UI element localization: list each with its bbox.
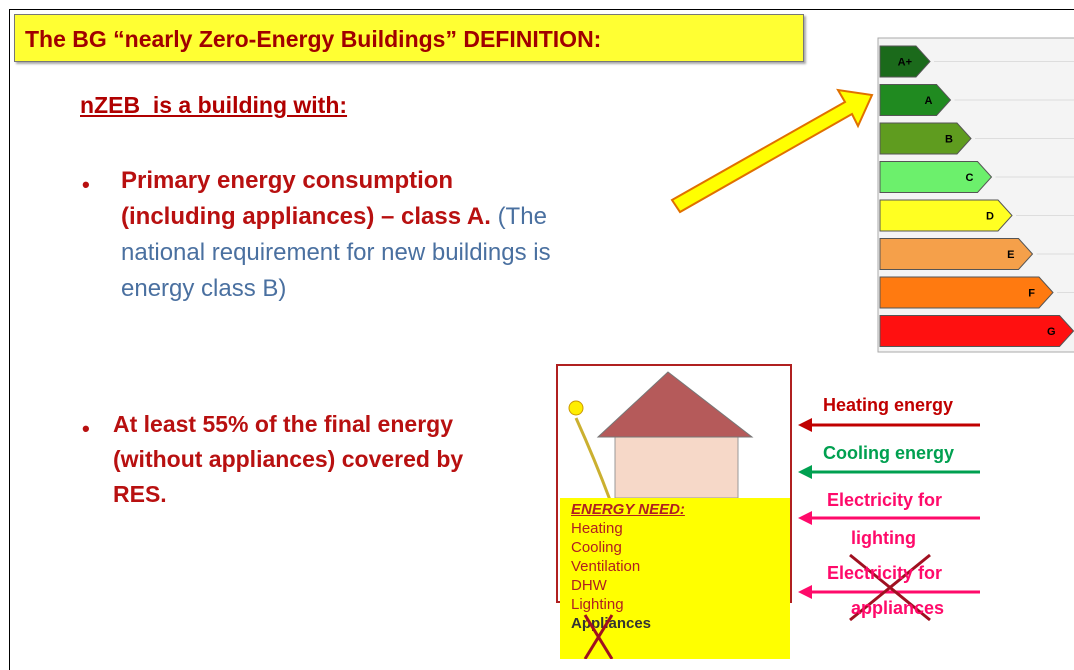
need-item: Appliances xyxy=(571,615,652,632)
class-label: A xyxy=(925,95,933,107)
need-item: Ventilation xyxy=(571,558,641,575)
class-label: G xyxy=(1047,326,1056,338)
class-bar xyxy=(879,199,1013,232)
need-item: Heating xyxy=(571,520,623,537)
class-label: F xyxy=(1028,288,1035,300)
class-label: D xyxy=(986,211,994,223)
arrow-head xyxy=(798,465,812,479)
arrow-head xyxy=(798,585,812,599)
sun-ray xyxy=(574,417,612,501)
class-bar xyxy=(879,122,972,155)
energy-need-box: ENERGY NEED: Heating Cooling Ventilation DH… xyxy=(560,498,790,659)
input-label: Electricity for xyxy=(827,563,943,583)
class-label: B xyxy=(945,134,953,146)
need-item: Cooling xyxy=(571,539,622,556)
arrow-head xyxy=(798,418,812,432)
class-bar xyxy=(879,45,931,78)
bold-text: Primary energy consumption (including ap… xyxy=(121,167,491,230)
pointer-arrow xyxy=(670,88,874,214)
class-label: C xyxy=(966,172,974,184)
class-bar xyxy=(879,84,952,116)
cross xyxy=(849,553,931,622)
class-bar xyxy=(879,276,1054,309)
class-bar xyxy=(879,315,1074,347)
arrow-head xyxy=(798,511,812,525)
frame xyxy=(9,9,1074,670)
bullet: • xyxy=(82,416,90,441)
class-label: A+ xyxy=(898,57,912,69)
house-wall xyxy=(614,434,739,499)
need-title: ENERGY NEED: xyxy=(571,501,685,518)
bullet: • xyxy=(82,172,90,197)
bullet-text: Primary energy consumption (including ap… xyxy=(121,163,561,307)
need-item: DHW xyxy=(571,577,607,594)
input-label: Cooling energy xyxy=(823,443,955,463)
sun xyxy=(568,400,584,416)
class-label: E xyxy=(1007,249,1014,261)
normal-text: (The national requirement for new buildi… xyxy=(121,203,551,302)
class-bar xyxy=(879,161,993,193)
class-bar xyxy=(879,238,1034,270)
input-label: Heating energy xyxy=(823,395,954,415)
input-label: appliances xyxy=(851,598,945,618)
house-roof xyxy=(596,371,754,438)
input-label: lighting xyxy=(851,528,916,548)
input-label: Electricity for xyxy=(827,490,943,510)
subtitle: nZEB is a building with: xyxy=(80,92,348,118)
bullet-text: At least 55% of the final energy (withou… xyxy=(113,411,464,507)
need-item: Lighting xyxy=(571,596,624,613)
title: The BG “nearly Zero-Energy Buildings” DE… xyxy=(14,14,804,62)
